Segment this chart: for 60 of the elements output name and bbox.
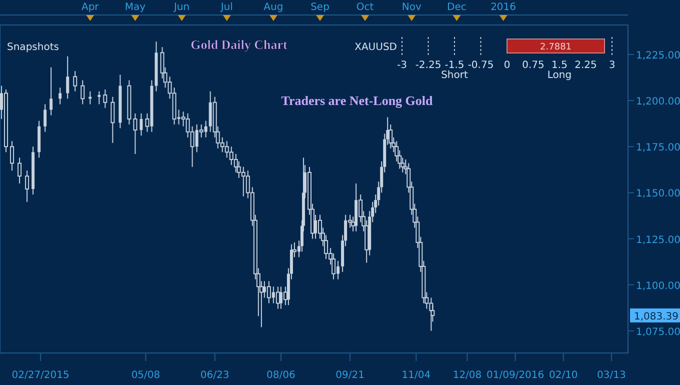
annotation: Short	[441, 70, 468, 81]
x-tick-label: 11/04	[402, 370, 431, 381]
annotation: Traders are Net-Long Gold	[281, 93, 434, 108]
x-tick-label: 0	[504, 60, 510, 71]
x-tick-label: 02/10	[548, 370, 578, 381]
x-tick-label: 08/06	[266, 370, 296, 381]
x2-tick-label: Nov	[402, 2, 422, 13]
y-tick-label: 1,100.00	[636, 280, 680, 292]
x2-tick-label: Aug	[264, 2, 284, 13]
candlestick	[80, 80, 85, 105]
x2-tick-label: Sep	[310, 2, 330, 13]
x-tick-label: -3	[397, 60, 407, 71]
candlestick	[98, 90, 101, 105]
candlestick	[58, 87, 62, 105]
x2-tick-label: Jul	[220, 2, 233, 13]
candlestick	[133, 112, 138, 154]
candlestick	[50, 66, 53, 116]
x-tick-label: 01/09/2016	[486, 370, 544, 381]
candlestick	[103, 88, 108, 108]
x2-tick-label: Apr	[81, 2, 100, 13]
candlestick	[10, 140, 14, 172]
candlestick	[66, 56, 70, 100]
y-tick-label: 1,125.00	[636, 234, 680, 246]
x-tick-label: 02/27/2015	[12, 370, 70, 381]
candlestick	[266, 280, 271, 304]
text: Gold Daily Chart	[190, 37, 288, 52]
candlestick	[44, 104, 47, 132]
x-tick-label: 03/13	[597, 370, 626, 381]
x2-tick-label: Oct	[356, 2, 374, 13]
candlestick	[110, 96, 115, 144]
x-tick-label: 12/08	[452, 370, 482, 381]
y-tick-label: 1,075.00	[636, 326, 680, 338]
y-tick-label: XAUUSD	[354, 42, 398, 53]
x2-tick-label: Jun	[172, 2, 190, 13]
data-label: 2.7881	[540, 42, 572, 52]
x-tick-label: 05/08	[131, 370, 160, 381]
x2-tick-label: 2016	[490, 2, 516, 13]
x2-tick-label: May	[124, 2, 146, 13]
x-tick-label: 09/21	[336, 370, 364, 381]
x-tick-label: -2.25	[415, 60, 442, 71]
x2-tick-label: Dec	[447, 2, 466, 13]
y-tick-label: 1,175.00	[636, 142, 680, 154]
x-tick-label: 1.5	[552, 60, 568, 71]
candlestick	[18, 157, 22, 184]
candlestick	[25, 170, 30, 202]
annotation: Long	[547, 70, 572, 81]
x-tick-label: 0.75	[522, 60, 544, 71]
y-tick-label: 1,225.00	[636, 50, 680, 62]
candlestick	[73, 70, 78, 92]
annotation: Snapshots	[7, 42, 59, 53]
candlestick	[140, 112, 143, 136]
x-tick-label: -1.5	[444, 60, 464, 71]
x-tick-label: 3	[608, 60, 616, 71]
y-tick-label: 1,200.00	[636, 96, 680, 108]
text: 1,083.39	[634, 311, 679, 322]
candlestick	[276, 286, 280, 310]
y-tick-label: 1,150.00	[636, 188, 680, 200]
x-tick-label: 06/23	[200, 370, 230, 381]
x-tick-label: 2.25	[574, 60, 597, 71]
x-tick-label: -0.75	[468, 60, 494, 71]
